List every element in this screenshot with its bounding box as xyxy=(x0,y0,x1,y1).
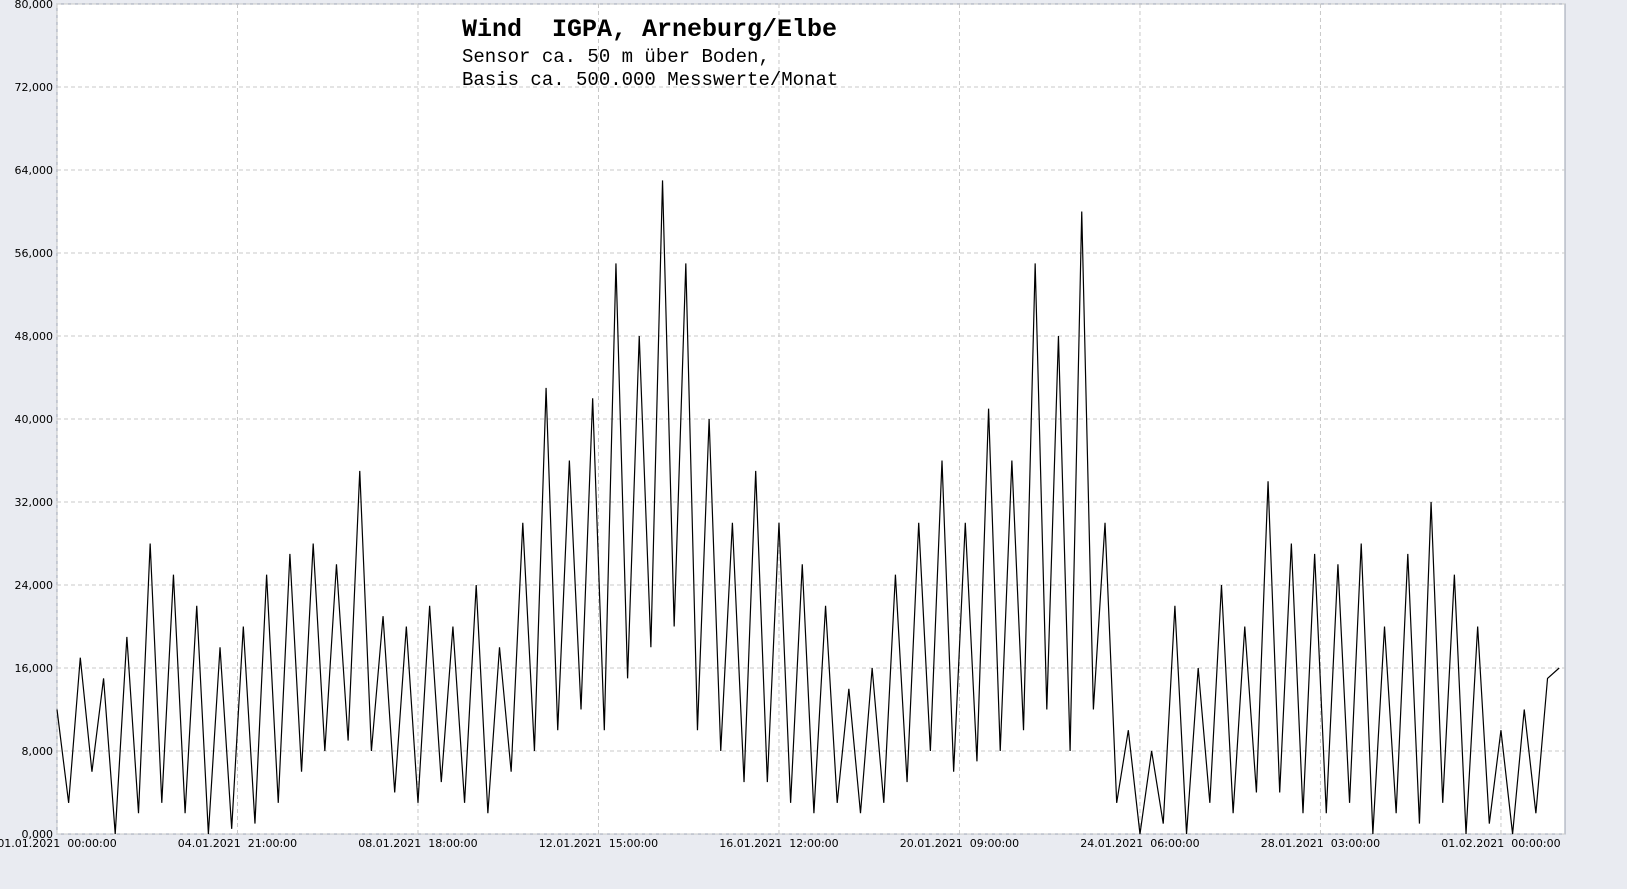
x-tick-label: 01.02.2021 00:00:00 xyxy=(1441,837,1560,850)
x-tick-label: 24.01.2021 06:00:00 xyxy=(1080,837,1199,850)
y-tick-label: 0,000 xyxy=(22,828,54,841)
y-tick-label: 64,000 xyxy=(15,164,54,177)
y-tick-label: 72,000 xyxy=(15,81,54,94)
y-tick-label: 48,000 xyxy=(15,330,54,343)
marks xyxy=(56,180,1560,835)
chart-subtitle: Sensor ca. 50 m über Boden, xyxy=(462,46,770,68)
y-tick-label: 32,000 xyxy=(15,496,54,509)
chart-subtitle: Basis ca. 500.000 Messwerte/Monat xyxy=(462,69,838,91)
y-tick-label: 24,000 xyxy=(15,579,54,592)
x-tick-label: 12.01.2021 15:00:00 xyxy=(539,837,658,850)
x-tick-label: 01.01.2021 00:00:00 xyxy=(0,837,117,850)
chart-title: Wind IGPA, Arneburg/Elbe xyxy=(462,15,837,44)
y-tick-label: 80,000 xyxy=(15,0,54,11)
y-tick-label: 40,000 xyxy=(15,413,54,426)
x-tick-label: 04.01.2021 21:00:00 xyxy=(178,837,297,850)
y-tick-label: 16,000 xyxy=(15,662,54,675)
data-line xyxy=(56,180,1560,835)
x-tick-label: 28.01.2021 03:00:00 xyxy=(1261,837,1380,850)
x-tick-label: 16.01.2021 12:00:00 xyxy=(719,837,838,850)
y-tick-label: 56,000 xyxy=(15,247,54,260)
x-tick-label: 20.01.2021 09:00:00 xyxy=(900,837,1019,850)
x-tick-label: 08.01.2021 18:00:00 xyxy=(358,837,477,850)
y-tick-label: 8,000 xyxy=(22,745,54,758)
